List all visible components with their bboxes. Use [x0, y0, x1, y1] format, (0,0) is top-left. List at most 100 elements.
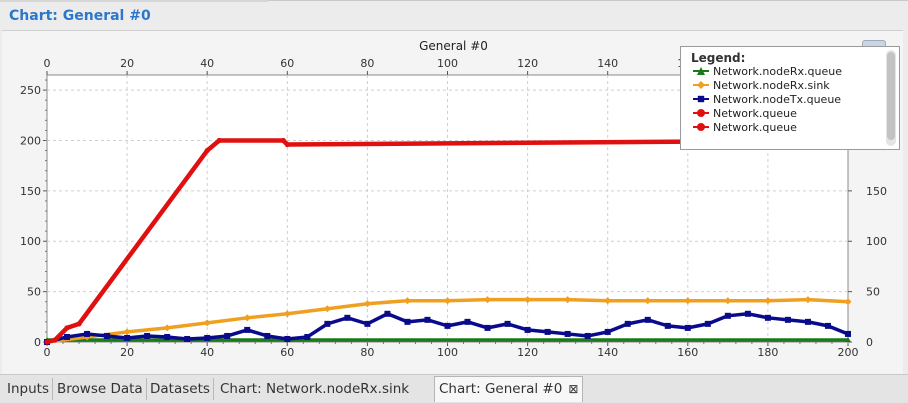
data-point	[624, 320, 631, 327]
legend-panel[interactable]: Legend: Network.nodeRx.queue Network.node…	[680, 46, 900, 150]
data-point	[845, 330, 851, 337]
y-tick-label-left: 250	[20, 84, 41, 97]
data-point	[64, 333, 71, 340]
data-point	[163, 324, 171, 332]
data-point	[684, 324, 691, 331]
data-point	[524, 326, 531, 333]
legend-entry[interactable]: Network.nodeRx.sink	[691, 78, 830, 92]
tab-browse-data[interactable]: Browse Data	[54, 378, 147, 400]
x-tick-label-top: 80	[360, 57, 374, 70]
x-tick-label-bottom: 160	[677, 346, 698, 359]
x-tick-label-bottom: 0	[44, 346, 51, 359]
data-point	[544, 328, 551, 335]
legend-point	[697, 109, 705, 117]
circle-marker-icon	[691, 122, 711, 132]
legend-entry[interactable]: Network.nodeRx.queue	[691, 64, 842, 78]
y-tick-label-right: 100	[866, 235, 887, 248]
data-point	[124, 334, 131, 341]
legend-scrollbar[interactable]	[886, 50, 896, 146]
legend-point	[697, 81, 705, 89]
data-point	[304, 333, 311, 340]
x-tick-label-bottom: 60	[280, 346, 294, 359]
data-point	[443, 297, 452, 305]
data-point	[724, 297, 732, 305]
x-tick-label-top: 60	[280, 57, 294, 70]
data-point	[524, 296, 532, 304]
tab-datasets[interactable]: Datasets	[147, 378, 214, 400]
x-tick-label-top: 40	[200, 57, 214, 70]
data-point	[764, 314, 771, 321]
data-point	[644, 316, 651, 323]
data-point	[664, 322, 671, 329]
y-tick-label-right: 150	[866, 185, 887, 198]
data-point	[844, 298, 852, 306]
y-tick-label-left: 150	[20, 185, 41, 198]
data-point	[744, 310, 751, 317]
data-point	[76, 321, 82, 327]
legend-point	[697, 123, 705, 131]
data-point	[84, 330, 91, 337]
data-point	[244, 326, 251, 333]
data-point	[164, 333, 171, 340]
data-point	[504, 320, 511, 327]
data-point	[284, 335, 291, 342]
legend-entry[interactable]: Network.queue	[691, 106, 797, 120]
tab-close-icon[interactable]: ⊠	[568, 382, 579, 396]
legend-point	[697, 67, 705, 75]
y-tick-label-left: 50	[27, 286, 41, 299]
x-tick-label-bottom: 120	[517, 346, 538, 359]
tab-chart-noderx-sink-label: Chart: Network.nodeRx.sink	[220, 381, 410, 397]
data-point	[484, 324, 491, 331]
tab-chart-noderx-sink[interactable]: Chart: Network.nodeRx.sink	[217, 378, 412, 400]
data-point	[404, 318, 411, 325]
legend-title: Legend:	[691, 51, 746, 65]
x-tick-label-bottom: 140	[597, 346, 618, 359]
y-tick-label-right: 0	[866, 336, 873, 349]
data-point	[280, 137, 286, 144]
data-point	[52, 337, 58, 343]
legend-scrollbar-thumb[interactable]	[887, 52, 895, 140]
legend-label: Network.queue	[713, 106, 797, 120]
legend-label: Network.queue	[713, 120, 797, 134]
data-point	[564, 330, 571, 337]
tab-datasets-label: Datasets	[150, 381, 210, 397]
tab-browse-data-label: Browse Data	[57, 381, 143, 397]
y-tick-label-left: 0	[34, 336, 41, 349]
legend-label: Network.nodeTx.queue	[713, 92, 842, 106]
x-tick-label-top: 0	[44, 57, 51, 70]
data-point	[604, 297, 612, 305]
x-tick-label-top: 20	[120, 57, 134, 70]
legend-entry[interactable]: Network.queue	[691, 120, 797, 134]
tab-bar: Inputs Browse Data Datasets Chart: Netwo…	[0, 374, 908, 403]
data-point	[363, 300, 371, 308]
data-point	[203, 319, 211, 327]
data-point	[144, 332, 151, 339]
chart-title: General #0	[419, 39, 488, 53]
title-divider	[0, 0, 268, 2]
data-point	[704, 320, 711, 327]
data-point	[804, 296, 812, 304]
x-tick-label-bottom: 180	[757, 346, 778, 359]
data-point	[283, 310, 291, 318]
data-point	[104, 332, 111, 339]
data-point	[204, 334, 211, 341]
data-point	[644, 297, 652, 305]
chart-toggle-button[interactable]	[862, 40, 886, 49]
data-point	[824, 322, 831, 329]
data-point	[184, 335, 191, 342]
y-tick-label-left: 100	[20, 235, 41, 248]
data-point	[484, 296, 492, 304]
square-marker-icon	[691, 94, 711, 104]
legend-label: Network.nodeRx.sink	[713, 78, 830, 92]
data-point	[845, 336, 851, 342]
x-tick-label-bottom: 80	[360, 346, 374, 359]
tab-inputs[interactable]: Inputs	[4, 378, 53, 400]
tab-chart-general-label: Chart: General #0	[439, 381, 563, 397]
data-point	[224, 332, 231, 339]
x-tick-label-bottom: 100	[437, 346, 458, 359]
legend-entry[interactable]: Network.nodeTx.queue	[691, 92, 841, 106]
tab-chart-general[interactable]: Chart: General #0 ⊠	[434, 376, 584, 402]
data-point	[784, 316, 791, 323]
data-point	[44, 339, 50, 345]
